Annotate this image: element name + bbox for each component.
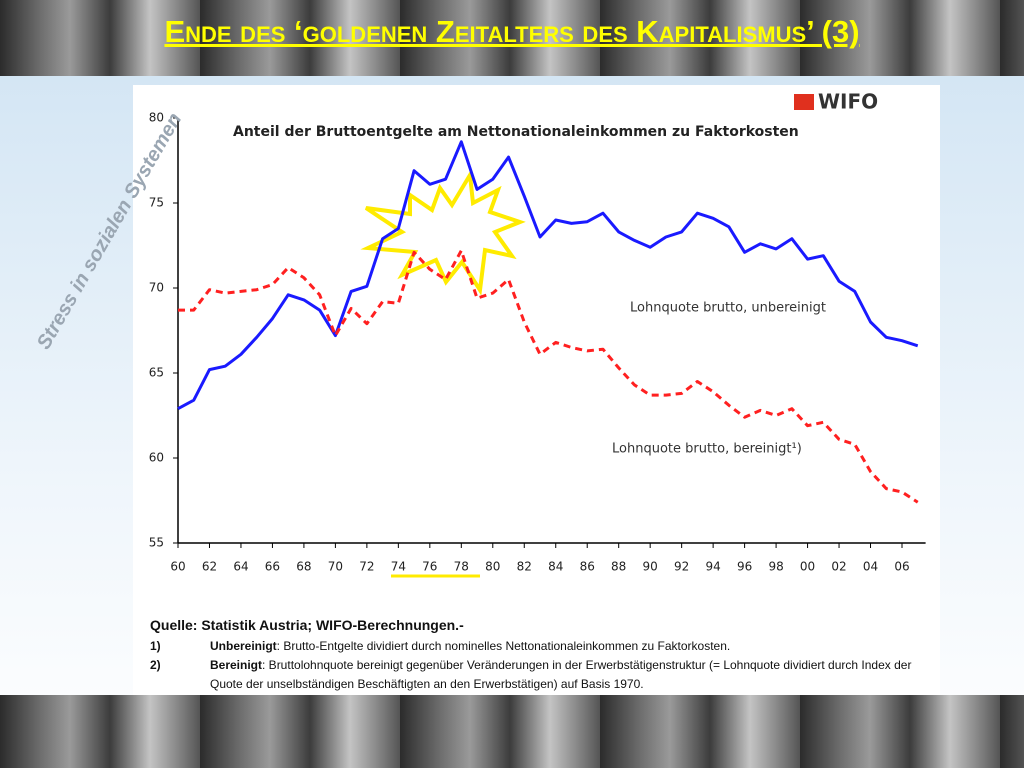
footnote: 1) Unbereinigt: Brutto-Entgelte dividiert…	[150, 637, 930, 656]
chart-panel	[133, 85, 940, 695]
x-tick-label: 90	[643, 560, 658, 574]
x-tick-label: 88	[611, 560, 626, 574]
footnote-term: Bereinigt	[210, 658, 263, 672]
x-tick-label: 68	[296, 560, 311, 574]
x-tick-label: 92	[674, 560, 689, 574]
x-tick-label: 94	[705, 560, 720, 574]
x-tick-label: 80	[485, 560, 500, 574]
logo: WIFO	[818, 90, 878, 114]
y-tick-label: 70	[149, 281, 164, 295]
x-tick-label: 84	[548, 560, 563, 574]
series-label: Lohnquote brutto, bereinigt¹)	[612, 442, 802, 457]
x-tick-label: 76	[422, 560, 437, 574]
footnote-body: Bereinigt: Bruttolohnquote bereinigt geg…	[210, 656, 930, 694]
footnote-term: Unbereinigt	[210, 639, 277, 653]
x-tick-label: 98	[768, 560, 783, 574]
x-tick-label: 74	[391, 560, 406, 574]
source-line: Quelle: Statistik Austria; WIFO-Berechnu…	[150, 617, 464, 633]
y-tick-label: 65	[149, 366, 164, 380]
footnote-body: Unbereinigt: Brutto-Entgelte dividiert d…	[210, 637, 730, 656]
photo-strip-top	[0, 0, 1024, 76]
x-tick-label: 82	[517, 560, 532, 574]
y-tick-label: 60	[149, 451, 164, 465]
source: Quelle: Statistik Austria; WIFO-Berechnu…	[150, 617, 930, 694]
starburst	[360, 168, 526, 296]
footnote-text: : Bruttolohnquote bereinigt gegenüber Ve…	[210, 658, 912, 691]
x-tick-label: 96	[737, 560, 752, 574]
series-line	[178, 249, 919, 504]
chart-title: Anteil der Bruttoentgelte am Nettonation…	[233, 124, 799, 140]
x-tick-label: 70	[328, 560, 343, 574]
photo-strip-bottom	[0, 695, 1024, 768]
x-tick-label: 02	[831, 560, 846, 574]
series-label: Lohnquote brutto, unbereinigt	[630, 301, 826, 316]
series-line	[177, 140, 919, 411]
footnote-marker: 1)	[150, 639, 161, 653]
footnote-marker: 2)	[150, 658, 161, 672]
footnote: 2) Bereinigt: Bruttolohnquote bereinigt g…	[150, 656, 930, 694]
footnote-text: : Brutto-Entgelte dividiert durch nomine…	[276, 639, 731, 653]
x-tick-label: 78	[454, 560, 469, 574]
x-tick-label: 00	[800, 560, 815, 574]
x-tick-label: 60	[170, 560, 185, 574]
x-tick-label: 62	[202, 560, 217, 574]
y-tick-label: 55	[149, 536, 164, 550]
slide-title: Ende des ‘goldenen Zeitalters des Kapita…	[164, 14, 860, 49]
y-tick-label: 75	[149, 196, 164, 210]
x-tick-label: 86	[580, 560, 595, 574]
y-tick-label: 80	[149, 111, 164, 125]
x-tick-label: 04	[863, 560, 878, 574]
x-tick-label: 72	[359, 560, 374, 574]
x-tick-label: 66	[265, 560, 280, 574]
x-tick-label: 06	[894, 560, 909, 574]
logo-square	[794, 94, 814, 110]
x-tick-label: 64	[233, 560, 248, 574]
